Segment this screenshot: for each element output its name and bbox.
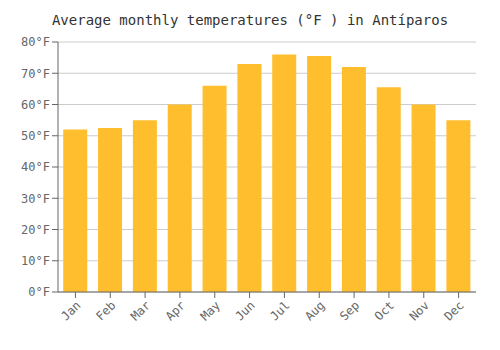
svg-text:0°F: 0°F (28, 285, 50, 299)
svg-text:Apr: Apr (163, 298, 188, 323)
svg-text:Sep: Sep (337, 298, 362, 323)
svg-text:Mar: Mar (128, 298, 153, 323)
svg-text:40°F: 40°F (21, 160, 50, 174)
svg-text:50°F: 50°F (21, 129, 50, 143)
svg-text:30°F: 30°F (21, 192, 50, 206)
html-text:Average monthly temperatures (: Average monthly temperatures (°F ) in An… (51, 12, 449, 28)
svg-text:Oct: Oct (372, 298, 397, 323)
svg-text:Jun: Jun (232, 298, 257, 323)
svg-text:70°F: 70°F (21, 67, 50, 81)
svg-text:May: May (198, 298, 223, 323)
svg-text:Jan: Jan (58, 298, 83, 323)
svg-text:Jul: Jul (267, 298, 292, 323)
svg-text:Aug: Aug (302, 298, 327, 323)
svg-text:60°F: 60°F (21, 98, 50, 112)
svg-text:Dec: Dec (441, 298, 466, 323)
svg-text:20°F: 20°F (21, 223, 50, 237)
svg-text:80°F: 80°F (21, 35, 50, 49)
svg-text:Nov: Nov (407, 298, 432, 323)
svg-text:Feb: Feb (93, 298, 118, 323)
svg-text:10°F: 10°F (21, 254, 50, 268)
